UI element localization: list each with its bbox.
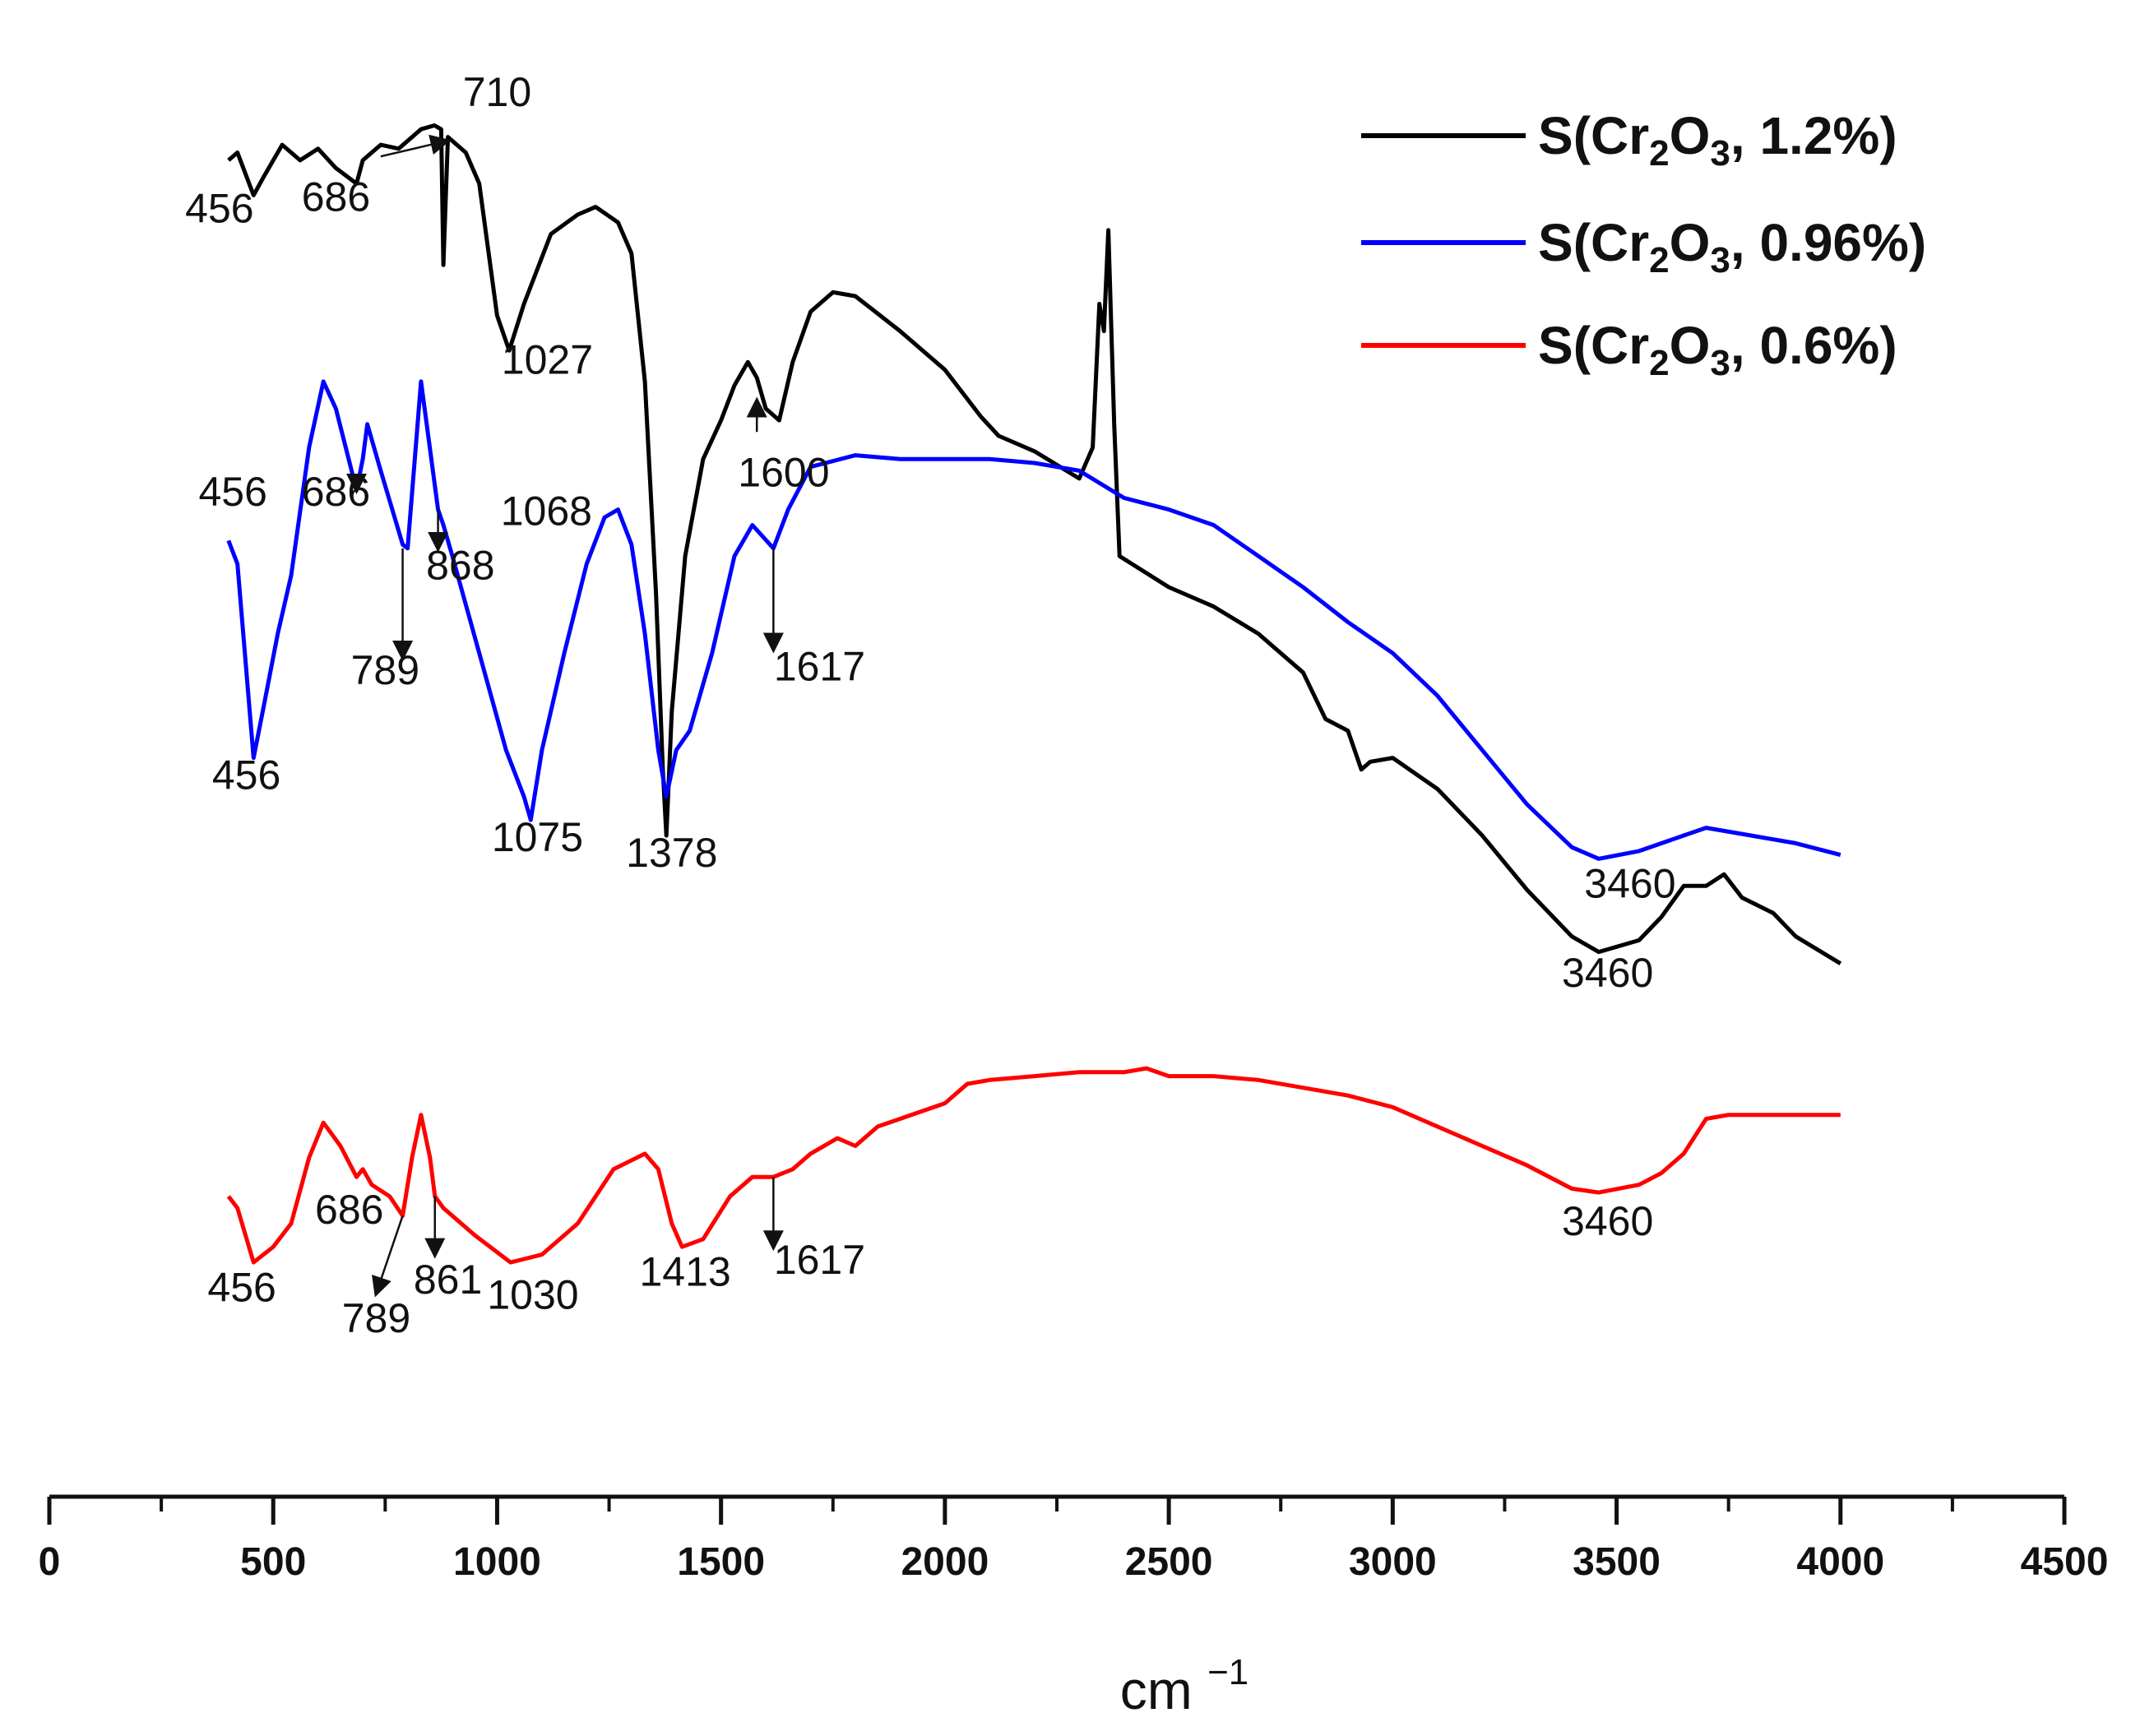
legend-subscript: 3 bbox=[1710, 133, 1730, 174]
legend-text-part: , 0.96%) bbox=[1730, 213, 1926, 272]
legend-text-part: O bbox=[1670, 316, 1711, 375]
x-tick-label: 2000 bbox=[901, 1540, 989, 1584]
peak-label: 1413 bbox=[639, 1248, 730, 1294]
legend-text-part: S(Cr bbox=[1538, 106, 1649, 165]
peak-label: 868 bbox=[426, 543, 494, 589]
x-tick-label: 2500 bbox=[1125, 1540, 1213, 1584]
legend-subscript: 2 bbox=[1649, 343, 1669, 383]
series-line-3 bbox=[226, 1066, 1841, 1265]
x-axis: 0 500 1000 1500 2000 2500 3000 3500 4000 4500 bbox=[39, 1494, 2109, 1584]
peak-label: 456 bbox=[212, 752, 280, 798]
peak-label: 686 bbox=[302, 469, 370, 515]
legend-text-part: S(Cr bbox=[1538, 213, 1649, 272]
x-tick-label: 0 bbox=[39, 1540, 61, 1584]
legend-subscript: 2 bbox=[1649, 133, 1669, 174]
peak-label: 789 bbox=[342, 1295, 410, 1341]
peak-label: 1617 bbox=[774, 643, 865, 689]
x-tick-label: 4500 bbox=[2021, 1540, 2109, 1584]
peak-label: 686 bbox=[315, 1187, 383, 1233]
peak-label: 1075 bbox=[492, 814, 583, 860]
series-layer bbox=[226, 123, 1842, 1265]
legend-entry-2: S(Cr2O3, 0.96%) bbox=[1538, 213, 1926, 280]
x-axis-label: cm bbox=[1120, 1660, 1193, 1720]
legend-text-part: S(Cr bbox=[1538, 316, 1649, 375]
peak-label: 3460 bbox=[1562, 1198, 1653, 1244]
peak-label: 1617 bbox=[774, 1237, 865, 1283]
x-tick-label: 3500 bbox=[1573, 1540, 1661, 1584]
legend-subscript: 3 bbox=[1710, 240, 1730, 280]
x-axis-label-exponent: −1 bbox=[1207, 1652, 1248, 1692]
peak-label: 1378 bbox=[626, 830, 717, 876]
peak-label: 861 bbox=[414, 1257, 482, 1303]
legend-text-part: O bbox=[1670, 106, 1711, 165]
peak-label: 710 bbox=[463, 69, 531, 115]
legend-subscript: 2 bbox=[1649, 240, 1669, 280]
peak-label: 1600 bbox=[738, 449, 829, 495]
peak-label: 789 bbox=[351, 647, 419, 693]
peak-label: 3460 bbox=[1584, 861, 1675, 907]
peak-label: 456 bbox=[199, 469, 267, 515]
x-tick-label: 1500 bbox=[677, 1540, 765, 1584]
x-tick-label: 3000 bbox=[1349, 1540, 1437, 1584]
x-tick-label: 500 bbox=[240, 1540, 306, 1584]
peak-label: 686 bbox=[302, 174, 370, 220]
peak-arrow bbox=[372, 1215, 404, 1298]
legend: S(Cr2O3, 1.2%)S(Cr2O3, 0.96%)S(Cr2O3, 0.… bbox=[1361, 106, 1926, 383]
x-tick-label: 1000 bbox=[453, 1540, 541, 1584]
svg-text:cm −1: cm −1 bbox=[1120, 1652, 1249, 1720]
legend-text-part: , 1.2%) bbox=[1730, 106, 1897, 165]
peak-label: 3460 bbox=[1562, 950, 1653, 996]
x-tick-label: 4000 bbox=[1796, 1540, 1884, 1584]
peak-label: 456 bbox=[207, 1264, 276, 1310]
legend-entry-1: S(Cr2O3, 1.2%) bbox=[1538, 106, 1897, 174]
peak-arrow bbox=[380, 134, 452, 158]
peak-label: 1068 bbox=[501, 488, 592, 535]
legend-subscript: 3 bbox=[1710, 343, 1730, 383]
legend-text-part: O bbox=[1670, 213, 1711, 272]
x-axis-title: cm −1 bbox=[1120, 1652, 1249, 1720]
legend-entry-3: S(Cr2O3, 0.6%) bbox=[1538, 316, 1897, 383]
peak-label: 456 bbox=[185, 185, 253, 231]
legend-text-part: , 0.6%) bbox=[1730, 316, 1897, 375]
peak-label: 1030 bbox=[487, 1272, 578, 1318]
series-line-2 bbox=[226, 379, 1841, 861]
series-line-1 bbox=[227, 123, 1842, 965]
peak-label: 1027 bbox=[502, 336, 593, 382]
